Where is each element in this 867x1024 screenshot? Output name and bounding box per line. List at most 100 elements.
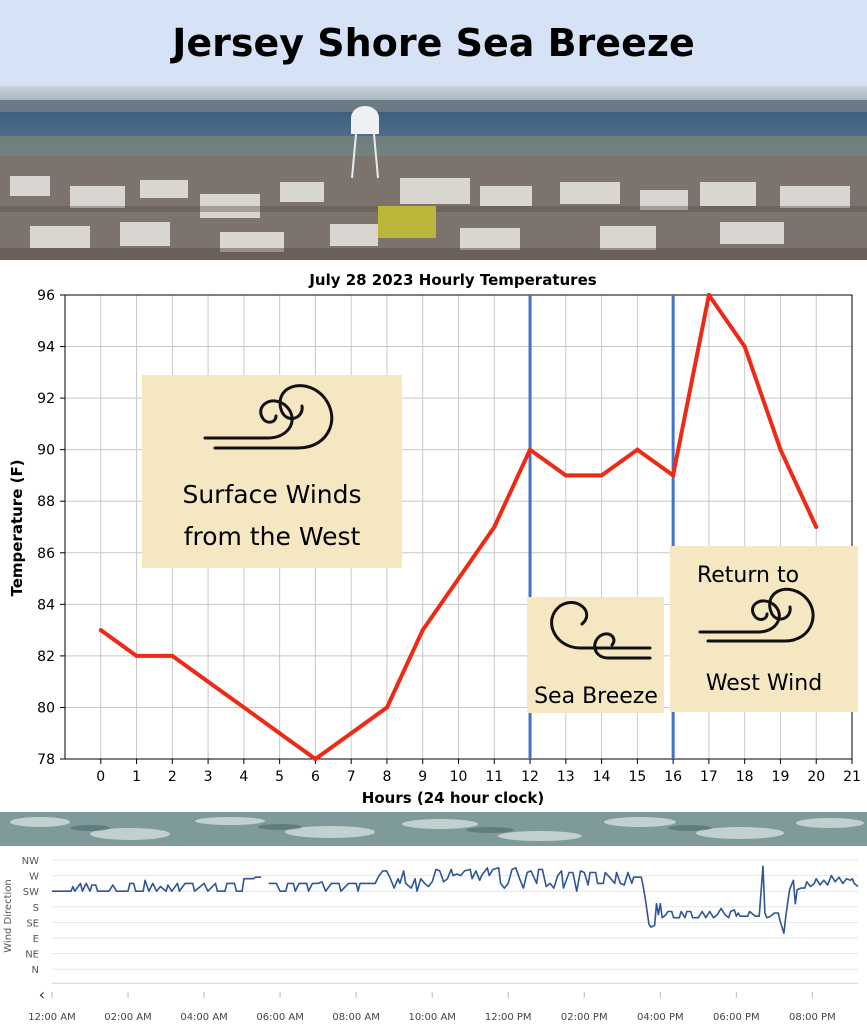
temperature-point — [814, 525, 819, 529]
wind-x-tick-label: 10:00 AM — [408, 1012, 455, 1023]
temperature-point — [599, 473, 604, 478]
x-tick-label: 5 — [275, 769, 284, 785]
x-tick-label: 6 — [311, 769, 320, 785]
x-tick-label: 11 — [485, 769, 503, 785]
x-tick-label: 13 — [557, 769, 575, 785]
wind-x-tick-label: 08:00 PM — [789, 1012, 836, 1023]
y-tick-label: 90 — [37, 443, 55, 459]
wind-direction-line — [268, 865, 859, 935]
ocean-water-photo-strip — [0, 812, 867, 846]
x-tick-label: 15 — [628, 769, 646, 785]
y-tick-label: 86 — [37, 546, 55, 562]
wind-x-tick-label: 06:00 PM — [713, 1012, 760, 1023]
annotation-line-2: from the West — [184, 522, 361, 551]
wind-icon — [203, 384, 334, 450]
x-tick-label: 18 — [736, 769, 754, 785]
wind-x-tick-label: 04:00 PM — [637, 1012, 684, 1023]
annotation-line-4: Return to — [697, 563, 799, 588]
temperature-point — [456, 576, 461, 581]
wind-gridlines — [52, 859, 858, 984]
wind-x-tick-label: 12:00 AM — [28, 1012, 75, 1023]
y-axis-ticks: 78 80 82 84 86 88 90 92 94 96 — [37, 288, 65, 768]
temperature-point — [313, 757, 318, 761]
wind-y-tick-label: NW — [22, 856, 39, 867]
wind-direction-chart: Wind Direction NW W SW S SE E NE N 12:00 AM 02:0… — [3, 856, 859, 1023]
y-tick-label: 88 — [37, 494, 55, 510]
x-tick-label: 4 — [239, 769, 248, 785]
wind-y-tick-label: NE — [25, 950, 39, 961]
x-axis-ticks: 0 1 2 3 4 5 6 7 8 9 10 11 12 13 14 15 16 17 18 19 20 21 — [96, 759, 861, 785]
temperature-point — [206, 679, 211, 684]
x-tick-label: 7 — [347, 769, 356, 785]
town-water-tower-photo — [0, 86, 867, 260]
temperature-point — [635, 447, 640, 452]
x-tick-label: 9 — [418, 769, 427, 785]
y-tick-label: 82 — [37, 649, 55, 665]
temperature-point — [384, 705, 389, 710]
x-tick-label: 19 — [772, 769, 790, 785]
wind-x-tick-label: 04:00 AM — [180, 1012, 227, 1023]
wind-y-tick-label: S — [33, 903, 39, 914]
scroll-left-icon[interactable]: ‹ — [39, 985, 45, 1004]
x-axis-label: Hours (24 hour clock) — [362, 789, 544, 807]
wind-x-tick-label: 06:00 AM — [256, 1012, 303, 1023]
temperature-point — [98, 628, 103, 633]
page-title: Jersey Shore Sea Breeze — [172, 21, 695, 65]
wind-y-tick-label: SW — [23, 887, 39, 898]
wind-direction-series — [52, 865, 859, 935]
temperature-point — [742, 344, 747, 349]
x-tick-label: 17 — [700, 769, 718, 785]
x-tick-label: 8 — [382, 769, 391, 785]
wind-y-tick-label: W — [29, 872, 39, 883]
wind-x-tick-label: 02:00 PM — [561, 1012, 608, 1023]
x-tick-label: 16 — [664, 769, 682, 785]
temperature-point — [420, 628, 425, 633]
x-tick-label: 14 — [593, 769, 611, 785]
temperature-point — [528, 447, 533, 452]
temperature-point — [241, 705, 246, 710]
annotation-return-panel: Return to West Wind — [670, 546, 858, 712]
wind-icon — [698, 587, 815, 643]
chart-title: July 28 2023 Hourly Temperatures — [308, 271, 596, 289]
temperature-point — [170, 653, 175, 658]
wind-x-tick-label: 08:00 AM — [332, 1012, 379, 1023]
wind-direction-line — [52, 876, 262, 893]
x-tick-label: 20 — [807, 769, 825, 785]
temperature-point — [492, 525, 497, 529]
x-tick-label: 3 — [204, 769, 213, 785]
y-axis-label: Temperature (F) — [8, 459, 26, 596]
temperature-point — [349, 731, 354, 736]
y-tick-label: 78 — [37, 752, 55, 768]
annotation-sea-breeze-panel: Sea Breeze — [527, 597, 664, 713]
temperature-point — [706, 293, 711, 297]
x-tick-label: 2 — [168, 769, 177, 785]
title-banner: Jersey Shore Sea Breeze — [0, 0, 867, 86]
wind-y-tick-label: N — [32, 965, 39, 976]
temperature-point — [778, 447, 783, 452]
annotation-line-3: Sea Breeze — [534, 684, 658, 709]
y-tick-label: 94 — [37, 340, 55, 356]
temperature-point — [134, 653, 139, 658]
wind-y-tick-label: SE — [26, 918, 39, 929]
y-tick-label: 84 — [37, 597, 55, 613]
wind-icon — [550, 600, 652, 660]
wind-y-axis-ticks: NW W SW S SE E NE N — [22, 856, 39, 976]
wind-y-axis-label: Wind Direction — [3, 879, 14, 953]
x-tick-label: 21 — [843, 769, 861, 785]
x-tick-label: 1 — [132, 769, 141, 785]
annotation-line-5: West Wind — [706, 671, 822, 696]
annotation-line-1: Surface Winds — [182, 480, 361, 509]
annotation-west-panel: Surface Winds from the West — [142, 375, 402, 568]
wind-y-tick-label: E — [33, 934, 39, 945]
temperature-point — [277, 731, 282, 736]
wind-x-tick-label: 12:00 PM — [485, 1012, 532, 1023]
temperature-point — [671, 473, 676, 478]
x-tick-label: 10 — [450, 769, 468, 785]
x-tick-label: 12 — [521, 769, 539, 785]
wind-x-axis-ticks: 12:00 AM 02:00 AM 04:00 AM 06:00 AM 08:00 AM… — [28, 992, 836, 1023]
temperature-series — [98, 293, 819, 761]
temperature-point — [563, 473, 568, 478]
y-tick-label: 92 — [37, 391, 55, 407]
y-tick-label: 80 — [37, 700, 55, 716]
